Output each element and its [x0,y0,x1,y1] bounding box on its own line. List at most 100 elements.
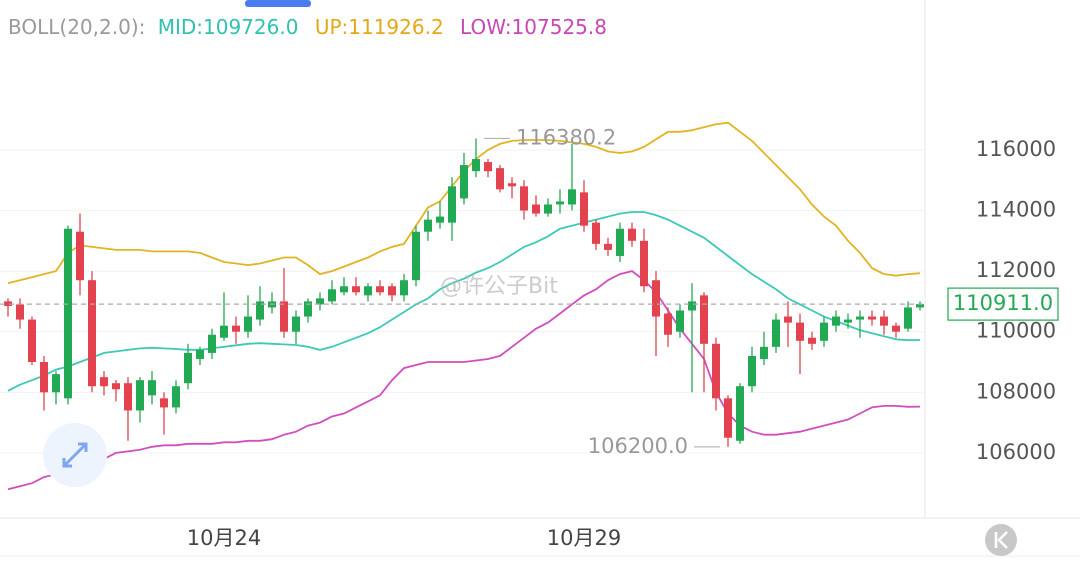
x-tick-label: 10月29 [547,526,621,550]
candle-body [424,219,432,232]
candle-body [700,295,708,344]
candle-body [772,319,780,347]
last-price-box [947,287,1059,321]
candle-body [760,346,768,359]
candle-body [520,186,528,211]
candle-body [220,325,228,338]
candle-body [232,325,240,332]
candle-body [688,301,696,311]
candle-body [436,216,444,223]
low-label: LOW:107525.8 [460,15,607,39]
candle-body [532,204,540,214]
expand-icon [62,442,88,468]
candle-body [172,386,180,408]
candle-body [856,316,864,320]
candle-body [544,204,552,214]
candle-body [820,322,828,341]
candle-body [412,231,420,281]
candle-body [652,280,660,317]
candle-body [748,355,756,387]
candle-body [88,280,96,387]
y-tick-label: 114000 [976,198,1056,222]
indicator-name: BOLL(20,2.0): [8,15,145,39]
candle-body [64,228,72,399]
candle-body [832,316,840,326]
candle-body [460,165,468,199]
scroll-end-button[interactable] [985,524,1017,556]
candle-body [484,162,492,172]
candle-body [568,189,576,205]
candle-body [796,322,804,341]
candle-body [28,319,36,362]
candle-body [448,186,456,223]
y-tick-label: 110000 [976,319,1056,343]
candle-body [244,316,252,332]
max-label: 116380.2 [516,125,616,149]
candle-body [676,310,684,332]
candle-body [208,334,216,353]
top-tab [245,0,311,7]
candle-body [580,192,588,226]
candle-body [808,337,816,344]
watermark: @许公子Bit [440,274,558,299]
candle-body [124,383,132,411]
candle-body [328,289,336,302]
up-label: UP:111926.2 [315,15,444,39]
y-tick-label: 106000 [976,440,1056,464]
candle-body [148,380,156,396]
candle-body [160,398,168,408]
candle-body [640,240,648,287]
candle-body [892,325,900,332]
mid-label: MID:109726.0 [158,15,299,39]
candle-body [712,343,720,399]
band-line [7,211,921,392]
candle-body [376,286,384,293]
candle-body [472,159,480,172]
candle-body [4,301,12,306]
candle-body [904,307,912,329]
candle-body [16,304,24,320]
candle-body [604,243,612,250]
candle-body [112,383,120,390]
candle-body [724,398,732,438]
y-tick-label: 116000 [976,137,1056,161]
candle-body [736,386,744,441]
candle-body [316,298,324,305]
candle-body [664,313,672,335]
candle-body [40,361,48,393]
candle-body [52,374,60,393]
candle-body [628,228,636,241]
candle-body [304,301,312,317]
candle-body [364,286,372,296]
candle-body [556,201,564,205]
y-tick-label: 108000 [976,379,1056,403]
band-line [7,270,921,491]
candle-body [136,380,144,411]
last-price-label: 110911.0 [953,291,1053,315]
candle-body [868,316,876,320]
plot-area: 116380.2 106200.0 [0,121,925,491]
candle-body [592,222,600,244]
candle-body [508,183,516,187]
candle-body [196,349,204,359]
candle-body [292,316,300,332]
candle-body [76,231,84,281]
candle-body [496,168,504,190]
candle-body [616,228,624,256]
candle-body [784,316,792,323]
candle-body [184,352,192,384]
x-tick-label: 10月24 [187,526,261,550]
candle-body [100,377,108,387]
candle-body [340,286,348,293]
candle-body [352,286,360,293]
candle-body [400,280,408,296]
candle-body [256,301,264,320]
y-tick-label: 112000 [976,258,1056,282]
candle-body [880,316,888,326]
candle-body [280,301,288,332]
scroll-end-icon [994,531,1008,549]
candle-body [388,286,396,296]
candle-body [916,304,924,308]
